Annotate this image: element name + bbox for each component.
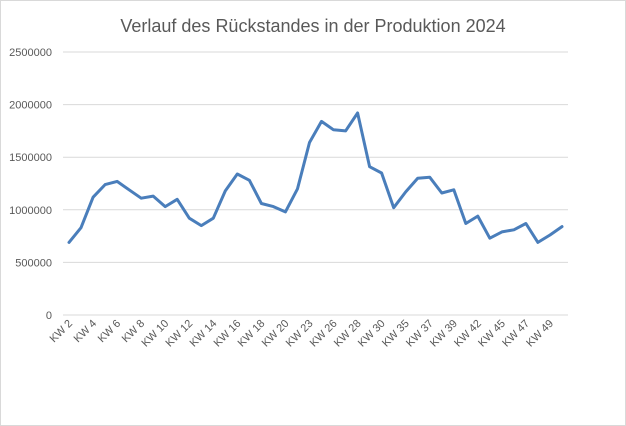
y-tick-label: 2000000 — [9, 100, 52, 112]
x-tick-label: KW 4 — [72, 318, 100, 346]
x-tick-label: KW 6 — [96, 318, 124, 346]
gridlines — [63, 51, 568, 316]
series-line — [67, 111, 564, 244]
y-tick-label: 2500000 — [9, 47, 52, 59]
y-tick-label: 1000000 — [9, 205, 52, 217]
y-tick-label: 500000 — [15, 257, 52, 269]
chart-title: Verlauf des Rückstandes in der Produktio… — [120, 16, 506, 36]
x-tick-label: KW 49 — [524, 318, 556, 350]
y-axis-tick-labels: 0 500000 1000000 1500000 2000000 2500000 — [9, 47, 52, 322]
y-tick-label: 1500000 — [9, 152, 52, 164]
y-tick-label: 0 — [46, 310, 52, 322]
